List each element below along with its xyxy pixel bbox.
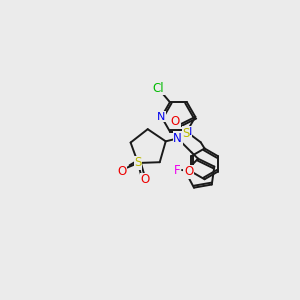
Text: N: N (157, 112, 166, 122)
Text: O: O (117, 165, 127, 178)
Text: Cl: Cl (153, 82, 164, 95)
Text: S: S (182, 127, 190, 140)
Text: N: N (183, 127, 192, 136)
Text: N: N (173, 132, 182, 145)
Text: O: O (171, 115, 180, 128)
Text: O: O (140, 173, 150, 186)
Text: S: S (134, 157, 142, 169)
Text: F: F (174, 164, 181, 176)
Text: O: O (184, 165, 193, 178)
